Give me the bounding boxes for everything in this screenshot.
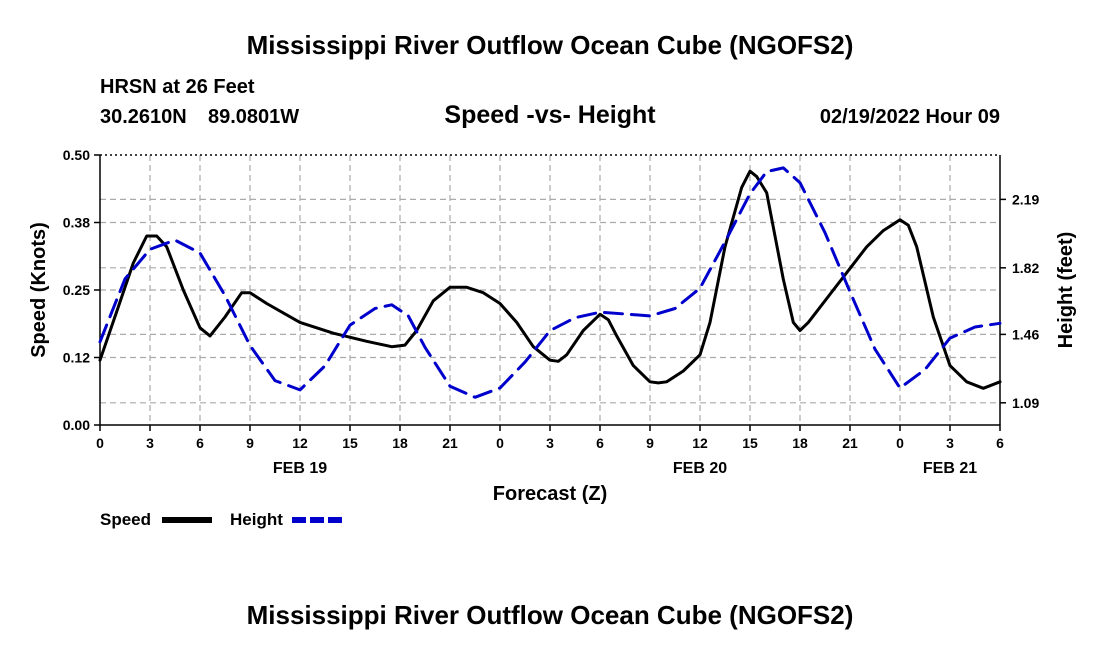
y-tick-label: 0.50 <box>63 147 90 163</box>
x-tick-label: 15 <box>742 435 758 451</box>
x-tick-label: 3 <box>546 435 554 451</box>
datetime-label: 02/19/2022 Hour 09 <box>819 106 1000 128</box>
x-tick-label: 0 <box>896 435 904 451</box>
x-tick-label: 6 <box>196 435 204 451</box>
x-day-label: FEB 20 <box>673 460 727 477</box>
footer-title: Mississippi River Outflow Ocean Cube (NG… <box>246 600 854 630</box>
y2-tick-label: 1.82 <box>1012 260 1039 276</box>
x-tick-label: 21 <box>842 435 858 451</box>
x-tick-label: 3 <box>146 435 154 451</box>
latitude-label: 30.2610N <box>100 106 187 128</box>
longitude-label: 89.0801W <box>208 106 300 128</box>
y2-axis-title: Height (feet) <box>1055 232 1077 349</box>
series-layer <box>98 166 1002 399</box>
x-tick-label: 12 <box>292 435 308 451</box>
station-label: HRSN at 26 Feet <box>100 76 255 98</box>
x-tick-label: 0 <box>496 435 504 451</box>
x-day-label: FEB 19 <box>273 460 327 477</box>
x-tick-label: 12 <box>692 435 708 451</box>
y2-tick-label: 2.19 <box>1012 191 1039 207</box>
grid <box>100 155 1000 425</box>
series-line-height <box>98 166 1002 399</box>
x-tick-label: 6 <box>596 435 604 451</box>
y-tick-label: 0.12 <box>63 350 90 366</box>
x-tick-label: 18 <box>392 435 408 451</box>
x-tick-label: 15 <box>342 435 358 451</box>
main-title: Mississippi River Outflow Ocean Cube (NG… <box>246 30 854 60</box>
x-axis-title: Forecast (Z) <box>493 483 607 505</box>
tick-layer: 0 3 6 9 12 15 18 21 0 3 6 9 12 15 18 21 0 3 6 FEB 19 FEB 20 F… <box>63 147 1040 477</box>
y-tick-label: 0.00 <box>63 417 90 433</box>
y-axis-title: Speed (Knots) <box>28 222 50 358</box>
legend-label-speed: Speed <box>100 510 151 529</box>
x-tick-label: 6 <box>996 435 1004 451</box>
x-tick-label: 9 <box>646 435 654 451</box>
chart-title: Speed -vs- Height <box>444 101 656 129</box>
legend: Speed Height <box>100 510 342 529</box>
x-tick-label: 0 <box>96 435 104 451</box>
x-tick-label: 21 <box>442 435 458 451</box>
speed-height-chart: 0 3 6 9 12 15 18 21 0 3 6 9 12 15 18 21 0 3 6 FEB 19 FEB 20 F… <box>28 147 1077 529</box>
y2-tick-label: 1.46 <box>1012 326 1039 342</box>
y-tick-label: 0.25 <box>63 282 90 298</box>
x-day-label: FEB 21 <box>923 460 977 477</box>
y2-tick-label: 1.09 <box>1012 395 1039 411</box>
x-tick-label: 3 <box>946 435 954 451</box>
x-tick-label: 18 <box>792 435 808 451</box>
x-tick-label: 9 <box>246 435 254 451</box>
legend-label-height: Height <box>230 510 283 529</box>
y-tick-label: 0.38 <box>63 215 90 231</box>
